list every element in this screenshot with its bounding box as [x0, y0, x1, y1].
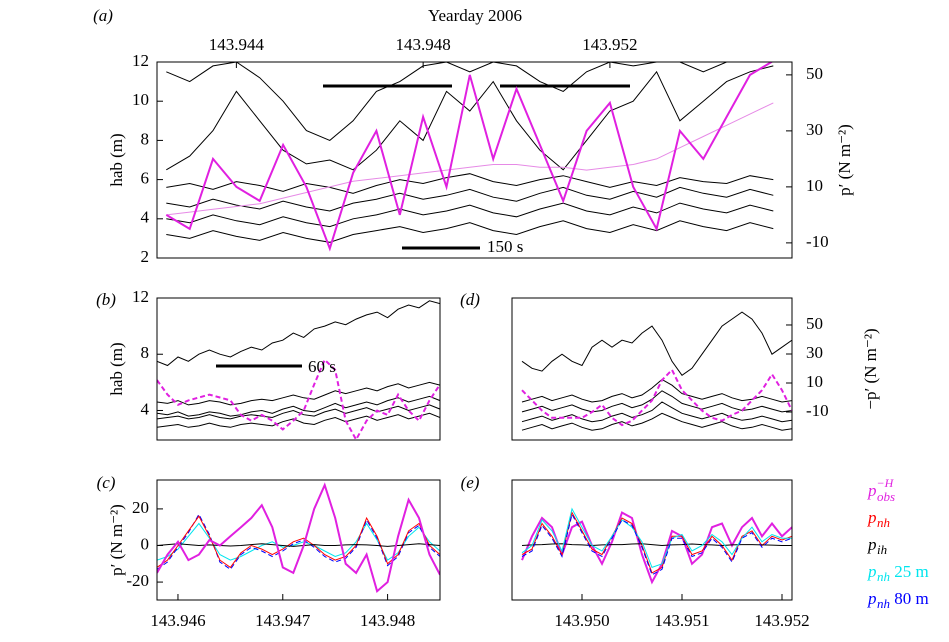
series-line: [166, 186, 774, 212]
x-tick-label: 143.946: [150, 611, 205, 630]
series-line: [166, 202, 774, 228]
x-tick-label: 143.948: [396, 35, 451, 54]
y-tick-label: 0: [141, 534, 150, 553]
series-line: [157, 300, 440, 367]
panel-label: (c): [97, 473, 116, 492]
panel-label: (a): [93, 6, 113, 25]
x-tick-label: 143.944: [209, 35, 265, 54]
legend-entry: pnh 25 m: [867, 562, 929, 584]
series-line: [166, 173, 774, 194]
series-line: [165, 62, 774, 252]
y2-axis-label: −p′ (N m⁻²): [861, 328, 880, 409]
series-line: [157, 395, 440, 417]
x-tick-label: 143.951: [654, 611, 709, 630]
panel-label: (d): [460, 290, 480, 309]
series-line: [521, 513, 792, 576]
y-tick-label: 12: [132, 287, 149, 306]
annotation: 150 s: [487, 237, 523, 256]
x-axis-label: Yearday 2006: [428, 6, 522, 25]
legend-sub: nh: [877, 515, 890, 530]
series-line: [521, 378, 792, 403]
y-tick-label: -20: [126, 571, 149, 590]
legend-suffix: 80 m: [890, 589, 929, 608]
plot-frame: [156, 479, 441, 601]
plot-area: [521, 311, 792, 431]
series-line: [521, 401, 792, 423]
y2-tick-label: 30: [806, 343, 823, 362]
y-axis-label: hab (m): [107, 342, 126, 395]
legend-sub: ih: [877, 542, 887, 557]
series-line: [157, 381, 440, 406]
series-line: [166, 220, 774, 243]
plot-area: [165, 62, 774, 252]
series-line: [521, 412, 792, 431]
x-tick-label: 143.952: [754, 611, 809, 630]
y-tick-label: 6: [141, 169, 150, 188]
legend-entry: pih: [867, 535, 887, 557]
panel-label: (e): [461, 473, 480, 492]
x-tick-label: 143.952: [582, 35, 637, 54]
plot-area: [521, 507, 792, 585]
legend-entry: pnh 80 m: [867, 589, 929, 611]
annotation: 60 s: [308, 357, 336, 376]
y-tick-label: 4: [141, 399, 150, 418]
legend-name: p: [867, 535, 877, 554]
series-line: [157, 358, 440, 440]
series-line: [157, 404, 440, 420]
series-line: [157, 513, 440, 570]
plot-frame: [156, 297, 441, 441]
series-line: [521, 511, 792, 585]
legend-name: p: [867, 481, 877, 500]
series-line: [157, 543, 440, 547]
legend-name: p: [867, 562, 877, 581]
legend-entry: p−H obs: [867, 476, 895, 504]
series-line: [521, 511, 792, 574]
series-line: [521, 311, 792, 376]
y-tick-label: 2: [141, 247, 150, 266]
panel-label: (b): [96, 290, 116, 309]
series-line: [166, 102, 774, 216]
y-axis-label: p′ (N m⁻²): [107, 504, 126, 576]
y-axis-label: hab (m): [107, 133, 126, 186]
y2-tick-label: 10: [806, 372, 823, 391]
y-tick-label: 4: [141, 208, 150, 227]
legend-suffix: 25 m: [890, 562, 929, 581]
y2-axis-label: p′ (N m⁻²): [835, 124, 854, 196]
series-line: [521, 507, 792, 569]
series-line: [166, 65, 774, 171]
series-line: [166, 62, 774, 141]
legend-sub: nh: [877, 569, 890, 584]
series-line: [521, 543, 792, 547]
x-tick-label: 143.947: [255, 611, 311, 630]
legend-name: p: [867, 589, 877, 608]
series-line: [157, 412, 440, 428]
legend-sup: −H: [877, 476, 895, 490]
plot-frame: [511, 297, 793, 441]
plot-area: [157, 482, 440, 593]
legend-entry: pnh: [867, 508, 890, 530]
y-tick-label: 10: [132, 90, 149, 109]
y2-tick-label: 10: [806, 176, 823, 195]
y2-tick-label: -10: [806, 232, 829, 251]
y-tick-label: 12: [132, 51, 149, 70]
series-line: [521, 390, 792, 413]
plot-area: [157, 300, 440, 440]
y-tick-label: 8: [141, 343, 150, 362]
x-tick-label: 143.948: [360, 611, 415, 630]
legend-name: p: [867, 508, 877, 527]
legend-sub: nh: [877, 596, 890, 611]
x-tick-label: 143.950: [554, 611, 609, 630]
y2-tick-label: 50: [806, 314, 823, 333]
y-tick-label: 8: [141, 129, 150, 148]
y-tick-label: 20: [132, 498, 149, 517]
plot-frame: [156, 61, 793, 259]
y2-tick-label: 50: [806, 64, 823, 83]
y2-tick-label: -10: [806, 401, 829, 420]
y2-tick-label: 30: [806, 120, 823, 139]
series-line: [157, 482, 440, 593]
legend-sub: obs: [877, 489, 895, 504]
plot-frame: [511, 479, 793, 601]
